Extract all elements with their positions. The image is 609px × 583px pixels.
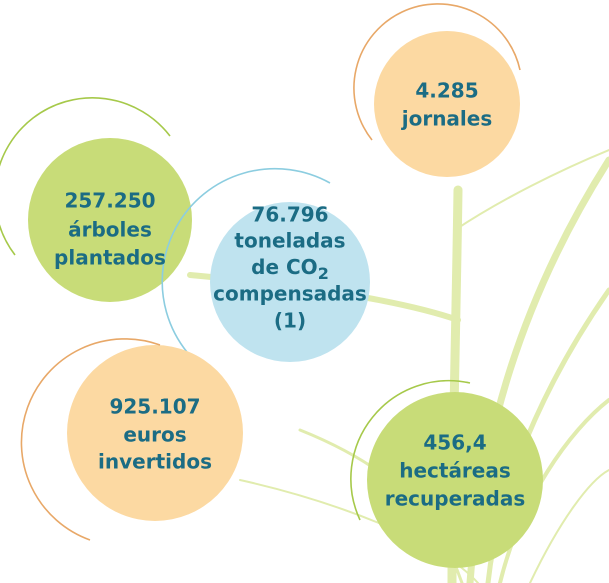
node-text: plantados (54, 246, 166, 270)
node-text: jornales (401, 107, 493, 131)
node-text: de CO2 (251, 255, 329, 283)
subscript: 2 (318, 264, 329, 283)
node-text: compensadas (213, 282, 367, 306)
node-text: 456,4 (423, 431, 486, 455)
node-text: de CO (251, 255, 318, 279)
node-text: árboles (68, 218, 152, 242)
node-text: euros (123, 423, 186, 447)
node-text: toneladas (234, 229, 345, 253)
node-text: 257.250 (64, 189, 155, 213)
node-text: (1) (274, 309, 306, 333)
node-text: 76.796 (251, 203, 328, 227)
node-text: recuperadas (385, 487, 525, 511)
node-text: 925.107 (109, 395, 200, 419)
infographic: 257.250 árboles plantados 4.285 jornales… (0, 0, 609, 583)
node-text: 4.285 (415, 79, 478, 103)
circle (374, 31, 520, 177)
node-text: hectáreas (399, 459, 511, 483)
node-text: invertidos (98, 450, 212, 474)
